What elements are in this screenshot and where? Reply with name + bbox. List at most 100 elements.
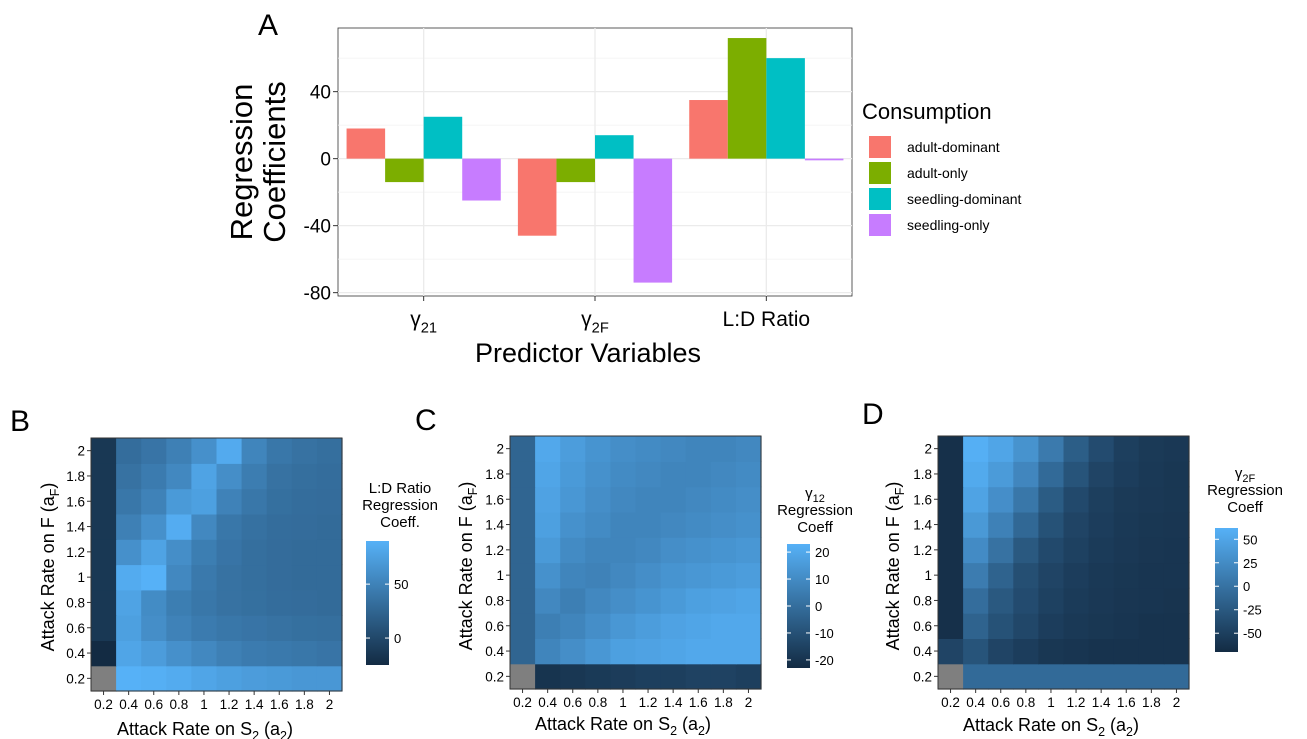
heat-cell — [710, 511, 737, 538]
heat-cell — [963, 587, 989, 614]
y-tick-label: 1.6 — [913, 492, 932, 507]
heat-cell — [635, 486, 662, 513]
heat-cell — [266, 488, 293, 515]
heat-cell — [963, 461, 989, 488]
x-tick-label: 0.8 — [169, 697, 188, 712]
heat-cell — [735, 587, 762, 614]
heat-cell — [635, 663, 662, 690]
heat-cell — [116, 589, 142, 616]
heat-cell — [116, 640, 142, 667]
heat-cell — [316, 665, 343, 692]
bar-adult-dominant — [346, 128, 386, 159]
x-tick-label: γ2F — [581, 308, 609, 336]
heat-cell — [316, 539, 343, 566]
x-tick-label: 0.2 — [94, 697, 113, 712]
x-tick-label: 1 — [1047, 695, 1055, 710]
x-tick-label: 1 — [619, 695, 627, 710]
heat-cell — [938, 461, 964, 488]
y-tick-label: 2 — [924, 442, 932, 457]
x-tick-label: 1.6 — [689, 695, 708, 710]
plot-border — [90, 437, 343, 692]
heat-cell — [510, 587, 536, 614]
heat-cell — [1013, 613, 1039, 639]
y-tick-label: 1 — [496, 568, 504, 583]
heat-cell — [241, 438, 268, 464]
heat-cell — [635, 537, 662, 564]
heat-cell — [1113, 436, 1140, 462]
heat-cell — [735, 511, 762, 538]
x-tick-label: 0.8 — [1016, 695, 1035, 710]
heat-cell — [1138, 511, 1165, 538]
heat-cell — [988, 537, 1014, 564]
x-tick-label: 1.4 — [245, 697, 264, 712]
heat-cell — [266, 665, 293, 692]
y-tick-label: 0.6 — [66, 621, 85, 636]
colorbar-tick-label: -10 — [815, 626, 834, 641]
bar-adult-only — [385, 158, 424, 183]
heat-cell — [963, 663, 989, 690]
heat-cell — [91, 488, 117, 515]
heat-cell — [216, 438, 243, 464]
heat-cell — [685, 537, 712, 564]
heat-cell — [560, 638, 586, 665]
legend-swatch-adult-dominant — [869, 136, 891, 158]
heat-cell — [291, 488, 318, 515]
heat-cell — [1013, 461, 1039, 488]
heat-cell — [938, 486, 964, 513]
x-tick-label: 0.4 — [966, 695, 985, 710]
y-tick-label: 40 — [310, 83, 331, 104]
heat-cell — [1163, 436, 1190, 462]
heat-cell — [116, 539, 142, 566]
heat-cell — [141, 488, 167, 515]
legend-swatch-seedling-only — [869, 214, 891, 236]
legend-title: Coeff — [1227, 499, 1263, 516]
heat-cell — [266, 589, 293, 616]
heat-cell — [988, 511, 1014, 538]
heat-cell — [1163, 587, 1190, 614]
heat-cell — [191, 640, 218, 667]
x-tick-label: 2 — [745, 695, 753, 710]
colorbar-tick-label: 50 — [1243, 532, 1257, 547]
heat-cell — [585, 511, 611, 538]
heat-cell — [166, 640, 192, 667]
heat-cell — [685, 587, 712, 614]
heat-cell — [938, 436, 964, 462]
colorbar-tick-label: 10 — [815, 572, 829, 587]
heat-cell — [1013, 587, 1039, 614]
heat-cell — [585, 613, 611, 639]
heat-cell — [1163, 486, 1190, 513]
x-tick-label: 1.8 — [714, 695, 733, 710]
heat-cell — [735, 562, 762, 589]
y-tick-label: -40 — [304, 217, 331, 238]
heat-cell — [116, 463, 142, 490]
heat-cell — [735, 663, 762, 690]
heat-cell — [241, 488, 268, 515]
heat-cell — [735, 436, 762, 462]
heat-cell — [610, 461, 637, 488]
heat-cell — [685, 461, 712, 488]
x-tick-label: 1.8 — [295, 697, 314, 712]
heat-cell — [988, 587, 1014, 614]
heat-cell — [685, 613, 712, 639]
y-tick-label: 0.8 — [66, 595, 85, 610]
x-tick-label: 1.2 — [220, 697, 239, 712]
heat-cell — [1063, 613, 1090, 639]
heat-cell — [1063, 638, 1090, 665]
heat-cell — [216, 665, 243, 692]
heat-cell — [116, 513, 142, 540]
heat-cell — [735, 461, 762, 488]
heat-cell — [291, 665, 318, 692]
heat-cell — [1063, 461, 1090, 488]
heat-cell — [938, 587, 964, 614]
heat-cell — [141, 564, 167, 591]
y-tick-label: 1.2 — [913, 543, 932, 558]
heat-cell — [191, 665, 218, 692]
heat-cell — [735, 537, 762, 564]
heat-cell — [1088, 562, 1115, 589]
heat-cell — [1013, 663, 1039, 690]
heat-cell — [660, 537, 687, 564]
heat-cell — [1163, 663, 1190, 690]
bar-seedling-dominant — [423, 116, 463, 159]
heat-cell — [988, 638, 1014, 665]
y-tick-label: 1 — [924, 568, 932, 583]
